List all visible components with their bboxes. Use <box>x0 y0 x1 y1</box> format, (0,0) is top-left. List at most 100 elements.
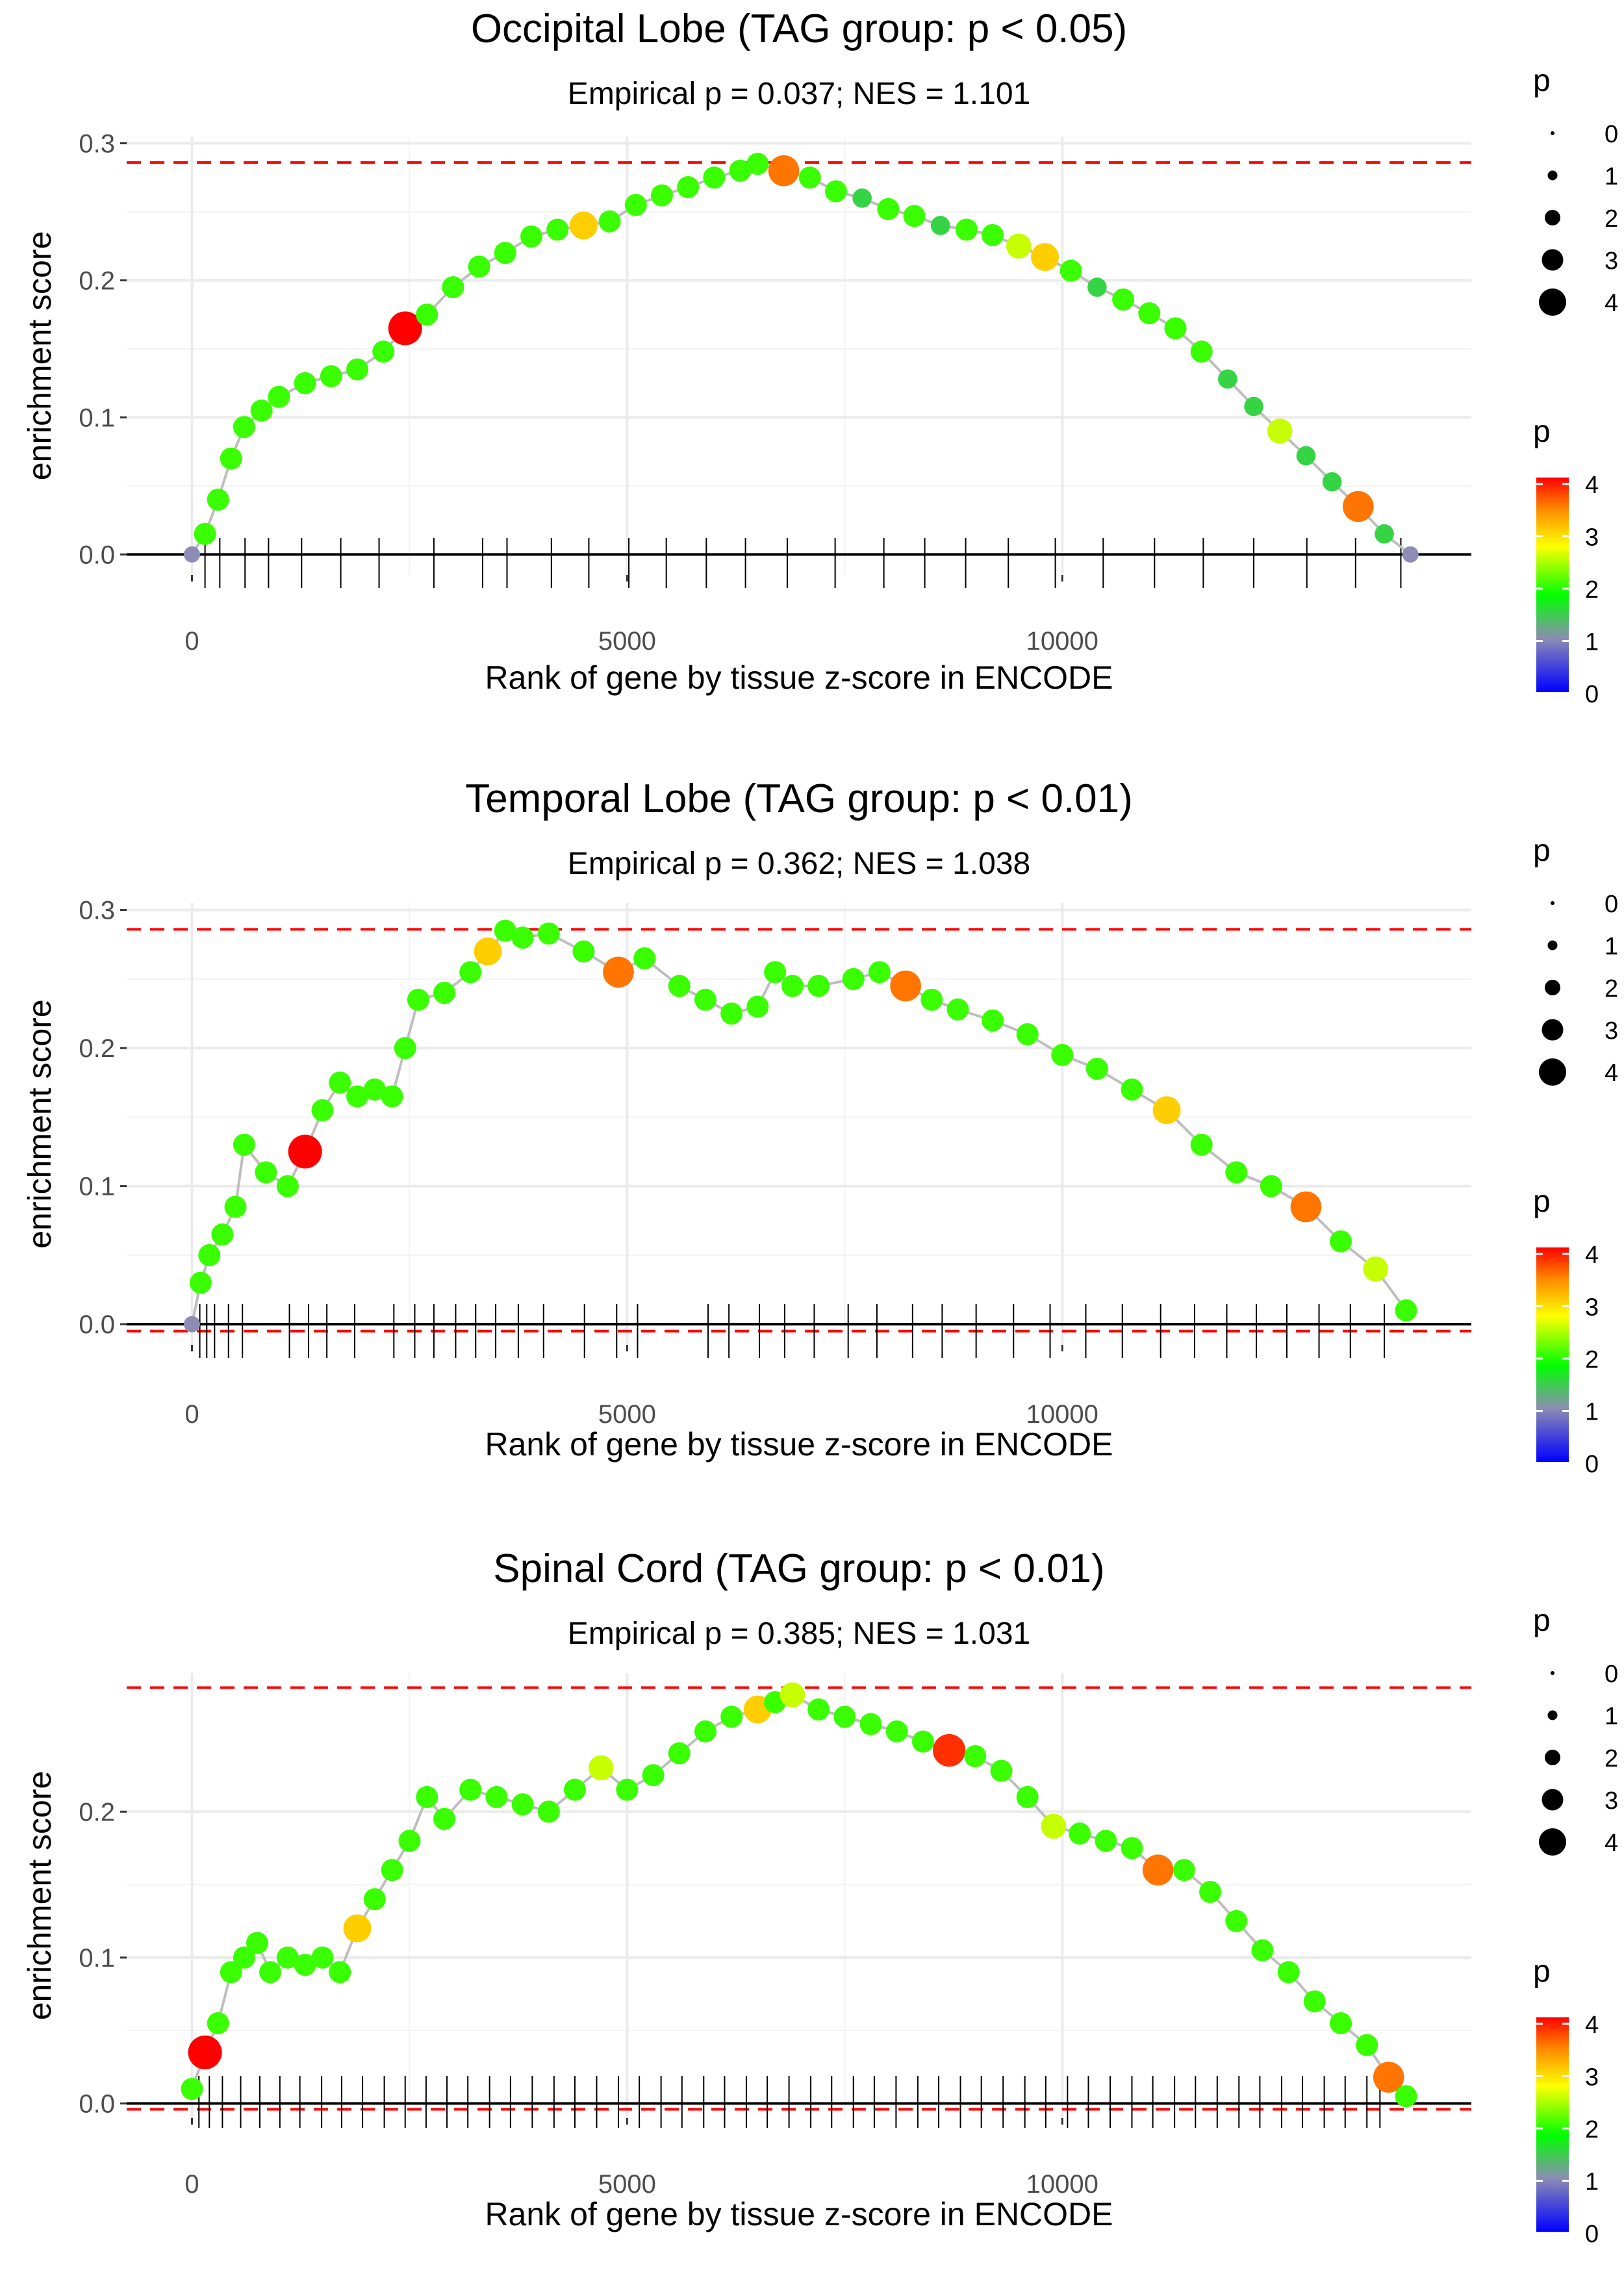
es-point <box>320 365 342 388</box>
es-point <box>537 922 560 945</box>
size-legend-dot <box>1547 170 1558 181</box>
color-legend-label: 2 <box>1585 2116 1599 2143</box>
es-point <box>294 1954 316 1976</box>
size-legend-dot <box>1545 980 1560 995</box>
es-point <box>1225 1161 1248 1184</box>
es-point <box>183 1316 200 1333</box>
chart-subtitle: Empirical p = 0.037; NES = 1.101 <box>568 77 1030 111</box>
es-point <box>433 982 456 1004</box>
es-point <box>1322 472 1342 492</box>
es-point <box>259 1961 282 1984</box>
size-legend-dot <box>1545 210 1560 225</box>
es-point <box>346 358 369 381</box>
es-point <box>1142 1854 1174 1885</box>
es-point <box>276 1946 299 1969</box>
es-point <box>250 399 273 422</box>
size-legend-dot <box>1539 288 1566 316</box>
y-axis-label: enrichment score <box>21 231 58 481</box>
y-tick-label: 0.2 <box>79 1034 115 1063</box>
x-tick-label: 0 <box>184 627 199 656</box>
es-point <box>1277 1961 1300 1984</box>
es-point <box>1006 233 1032 259</box>
legend-panel-2: p 0 1 2 3 4 p 4 3 2 1 0 <box>1533 834 1618 1478</box>
es-point <box>276 1175 299 1197</box>
es-point <box>668 975 691 997</box>
es-point <box>694 1720 717 1743</box>
color-legend-label: 4 <box>1585 2012 1599 2039</box>
es-point <box>1375 524 1394 544</box>
es-point <box>363 1888 386 1911</box>
size-legend-title: p <box>1533 1603 1551 1638</box>
es-point <box>363 1078 386 1101</box>
size-legend-dot <box>1545 1750 1560 1765</box>
size-legend-label: 3 <box>1605 1787 1618 1815</box>
size-legend-dot <box>1551 901 1554 905</box>
size-legend-label: 3 <box>1605 248 1618 275</box>
size-legend-dot <box>1551 1671 1554 1675</box>
es-point <box>677 176 700 199</box>
es-point <box>768 155 800 186</box>
size-legend-label: 2 <box>1605 975 1618 1003</box>
chart-title: Spinal Cord (TAG group: p < 0.01) <box>493 1546 1104 1591</box>
es-point <box>807 1698 830 1721</box>
es-point <box>833 1706 856 1728</box>
es-point <box>746 995 769 1018</box>
es-point <box>189 1271 212 1294</box>
es-point <box>703 166 726 189</box>
es-point <box>381 1085 403 1108</box>
y-axis-label: enrichment score <box>21 999 58 1249</box>
size-legend-label: 0 <box>1605 1661 1618 1688</box>
es-point <box>255 1161 277 1184</box>
color-legend-title: p <box>1533 1954 1551 1989</box>
es-point <box>564 1778 586 1801</box>
es-point <box>494 242 516 264</box>
es-point <box>1218 369 1237 389</box>
es-point <box>459 1778 482 1801</box>
es-point <box>268 385 290 408</box>
es-point <box>1051 1043 1074 1066</box>
es-point <box>220 447 242 470</box>
x-tick-label: 5000 <box>598 1400 656 1429</box>
es-point <box>807 975 830 997</box>
y-tick-label: 0.1 <box>79 1944 115 1973</box>
es-point <box>1121 1837 1143 1859</box>
es-point <box>416 303 438 326</box>
color-legend-label: 4 <box>1585 472 1599 499</box>
x-tick-label: 0 <box>184 1400 199 1429</box>
es-point <box>1296 446 1316 466</box>
es-point <box>511 926 534 949</box>
es-point <box>798 166 821 189</box>
es-point <box>868 961 891 984</box>
es-point <box>394 1037 416 1060</box>
es-point <box>181 2078 203 2101</box>
color-legend-label: 4 <box>1585 1242 1599 1269</box>
color-legend-title: p <box>1533 415 1551 449</box>
es-point <box>329 1961 351 1984</box>
es-point <box>588 1755 614 1781</box>
es-point <box>1402 546 1419 563</box>
color-legend-label: 0 <box>1585 2221 1599 2248</box>
color-legend-label: 3 <box>1585 2063 1599 2091</box>
size-legend-label: 2 <box>1605 1745 1618 1772</box>
es-point <box>246 1932 268 1954</box>
es-point <box>233 416 255 439</box>
size-legend-label: 2 <box>1605 205 1618 233</box>
es-point <box>946 998 969 1021</box>
es-point <box>188 2035 222 2069</box>
es-point <box>233 1133 255 1156</box>
es-point <box>468 255 490 278</box>
es-point <box>569 211 598 240</box>
es-point <box>433 1808 456 1830</box>
es-point <box>546 218 569 241</box>
es-point <box>903 205 926 227</box>
es-running-line <box>190 162 1412 556</box>
es-point <box>1303 1990 1326 2013</box>
size-legend-dot <box>1551 131 1554 135</box>
es-point <box>852 188 872 208</box>
es-point <box>1363 1256 1388 1282</box>
es-point <box>474 937 502 965</box>
legend-panel-1: p 0 1 2 3 4 p 4 3 2 1 0 <box>1533 64 1618 708</box>
es-point <box>781 975 804 997</box>
size-legend-label: 1 <box>1605 933 1618 960</box>
